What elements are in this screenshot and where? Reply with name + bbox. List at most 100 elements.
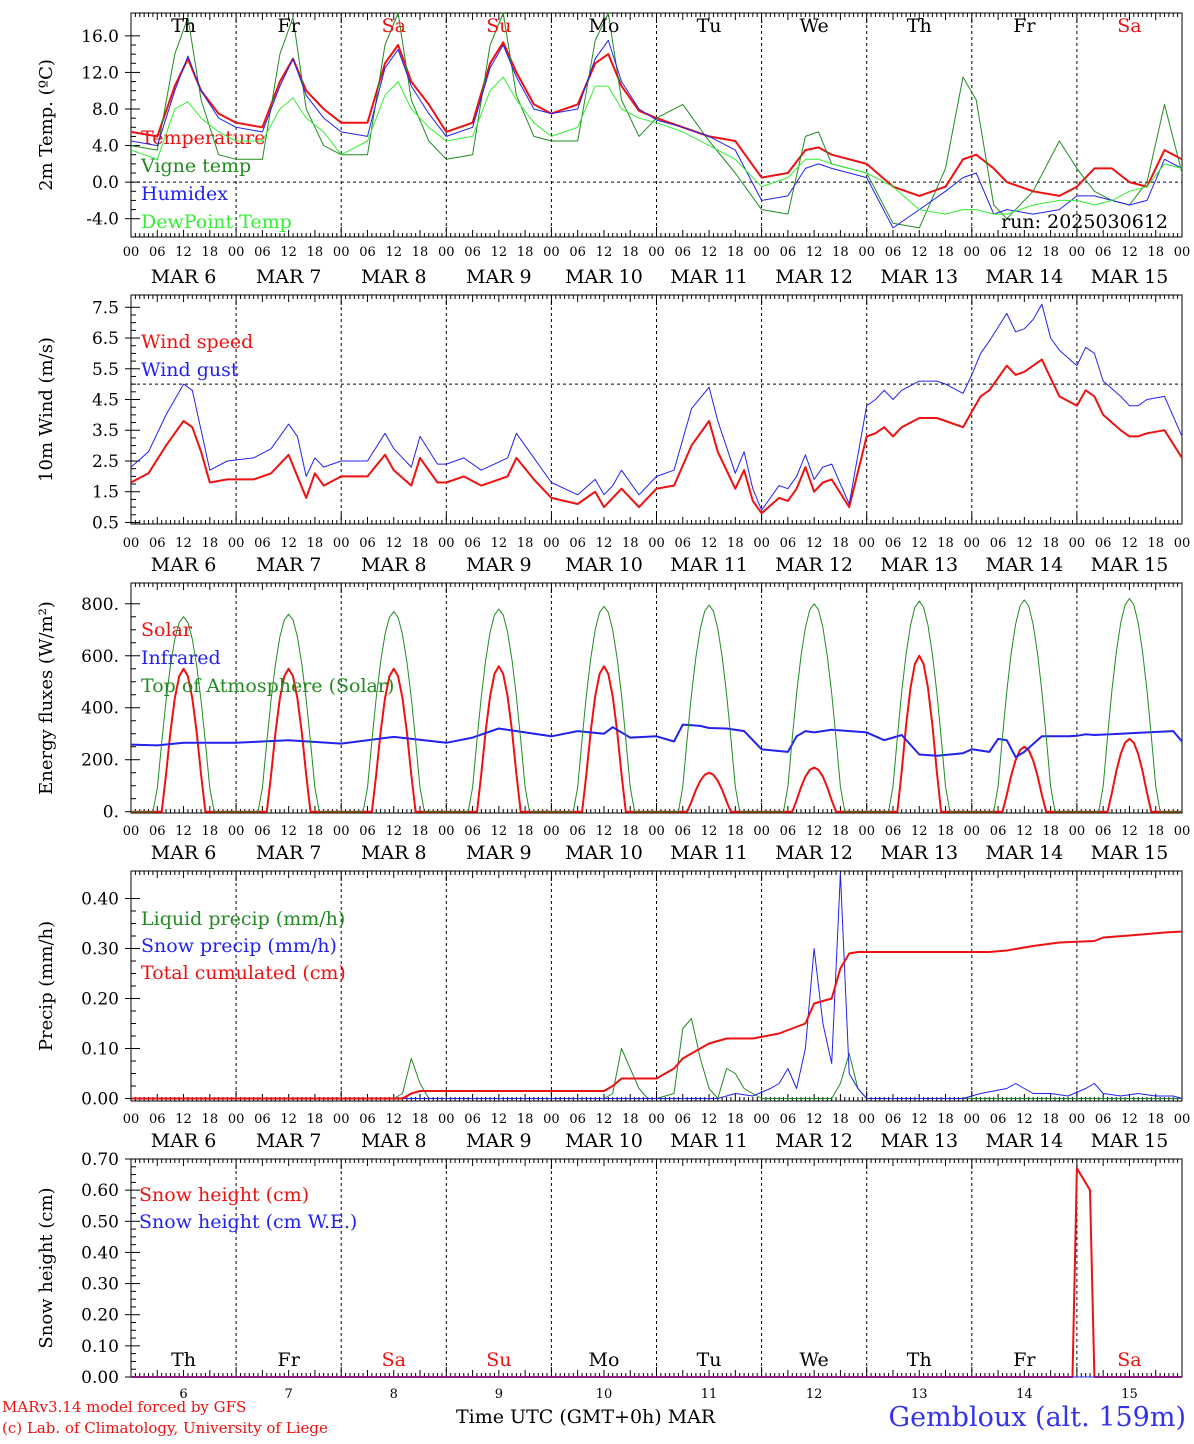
hour-tick-label: 00 [123, 1112, 140, 1127]
hour-tick-label: 00 [333, 824, 350, 839]
hour-tick-label: 06 [1095, 824, 1112, 839]
hour-tick-label: 12 [491, 1112, 508, 1127]
hour-tick-label: 18 [517, 1112, 534, 1127]
y-tick-label: 0.00 [81, 1090, 119, 1110]
hour-tick-label: 00 [123, 245, 140, 260]
hour-tick-label: 12 [385, 824, 402, 839]
hour-tick-label: 00 [753, 824, 770, 839]
hour-tick-label: 06 [149, 536, 166, 551]
y-tick-label: 0.10 [81, 1040, 119, 1060]
month-day-label: MAR 8 [361, 842, 427, 864]
day-name-bottom: We [800, 1349, 829, 1371]
hour-tick-label: 00 [543, 536, 560, 551]
hour-tick-label: 00 [858, 536, 875, 551]
hour-tick-label: 12 [596, 245, 613, 260]
hour-tick-label: 06 [254, 245, 271, 260]
y-axis-title: Precip (mm/h) [36, 921, 57, 1051]
y-tick-label: 4.0 [92, 137, 119, 157]
month-day-label: MAR 6 [151, 1130, 217, 1152]
hour-tick-label: 00 [1174, 1112, 1191, 1127]
hour-tick-label: 00 [438, 245, 455, 260]
hour-tick-label: 06 [990, 1112, 1007, 1127]
hour-tick-label: 12 [385, 536, 402, 551]
hour-tick-label: 00 [1174, 245, 1191, 260]
hour-tick-label: 12 [1016, 536, 1033, 551]
series-line-vigne-temp [130, 12, 1183, 229]
y-tick-label: 0.30 [81, 940, 119, 960]
hour-tick-label: 00 [753, 536, 770, 551]
hour-tick-label: 00 [438, 824, 455, 839]
hour-tick-label: 18 [517, 245, 534, 260]
month-day-label: MAR 8 [361, 266, 427, 288]
hour-tick-label: 18 [412, 1112, 429, 1127]
hour-tick-label: 18 [307, 1112, 324, 1127]
hour-tick-label: 18 [832, 1112, 849, 1127]
y-tick-label: 0.70 [81, 1150, 119, 1170]
hour-tick-label: 06 [675, 536, 692, 551]
hour-tick-label: 12 [491, 824, 508, 839]
hour-tick-label: 06 [675, 824, 692, 839]
hour-tick-label: 00 [1069, 1112, 1086, 1127]
hour-tick-label: 18 [307, 245, 324, 260]
month-day-label: MAR 10 [565, 842, 643, 864]
y-tick-label: 7.5 [92, 298, 119, 318]
y-tick-label: 600. [81, 647, 119, 667]
hour-tick-label: 12 [280, 824, 297, 839]
day-number-bottom: 7 [285, 1387, 293, 1402]
hour-tick-label: 12 [280, 1112, 297, 1127]
hour-tick-label: 06 [464, 824, 481, 839]
hour-tick-label: 18 [1042, 536, 1059, 551]
y-axis-title: Snow height (cm) [36, 1187, 57, 1348]
day-name-bottom: Mo [588, 1349, 619, 1371]
month-day-label: MAR 13 [880, 842, 958, 864]
month-day-label: MAR 12 [775, 554, 853, 576]
series-line-wind-speed [130, 358, 1183, 515]
legend-entry: Total cumulated (cm) [141, 962, 346, 984]
hour-tick-label: 12 [491, 536, 508, 551]
legend-entry: Snow precip (mm/h) [141, 935, 337, 957]
month-day-label: MAR 15 [1091, 842, 1169, 864]
hour-tick-label: 00 [858, 245, 875, 260]
hour-tick-label: 06 [569, 824, 586, 839]
month-day-label: MAR 11 [670, 266, 748, 288]
hour-tick-label: 18 [1147, 824, 1164, 839]
run-label: run: 2025030612 [1001, 211, 1168, 233]
series-line-total-cumulated-cm- [131, 930, 1183, 1100]
hour-tick-label: 06 [780, 245, 797, 260]
series-line-humidex [130, 39, 1183, 229]
hour-tick-label: 00 [333, 536, 350, 551]
day-name-bottom: Th [171, 1349, 196, 1371]
hour-tick-label: 12 [806, 824, 823, 839]
month-day-label: MAR 10 [565, 266, 643, 288]
month-day-label: MAR 14 [985, 1130, 1063, 1152]
hour-tick-label: 18 [622, 1112, 639, 1127]
y-tick-label: 400. [81, 699, 119, 719]
hour-tick-label: 12 [175, 536, 192, 551]
month-day-label: MAR 14 [985, 554, 1063, 576]
month-day-label: MAR 6 [151, 842, 217, 864]
series-line-top-of-atmosphere-solar- [131, 598, 1182, 813]
hour-tick-label: 00 [648, 245, 665, 260]
hour-tick-label: 00 [858, 1112, 875, 1127]
hour-tick-label: 06 [149, 824, 166, 839]
series-line-temperature [130, 41, 1183, 197]
month-day-label: MAR 7 [256, 1130, 322, 1152]
y-tick-label: 800. [81, 595, 119, 615]
hour-tick-label: 18 [832, 245, 849, 260]
hour-tick-label: 00 [1174, 536, 1191, 551]
month-day-label: MAR 7 [256, 266, 322, 288]
hour-tick-label: 12 [280, 536, 297, 551]
month-day-label: MAR 7 [256, 842, 322, 864]
hour-tick-label: 06 [885, 536, 902, 551]
hour-tick-label: 12 [1121, 1112, 1138, 1127]
day-number-bottom: 13 [911, 1387, 928, 1402]
day-name-top: Fr [278, 15, 301, 37]
hour-tick-label: 18 [307, 536, 324, 551]
hour-tick-label: 00 [1069, 245, 1086, 260]
y-tick-label: 200. [81, 751, 119, 771]
hour-tick-label: 06 [780, 1112, 797, 1127]
month-day-label: MAR 9 [466, 842, 532, 864]
hour-tick-label: 00 [333, 1112, 350, 1127]
month-day-label: MAR 12 [775, 842, 853, 864]
